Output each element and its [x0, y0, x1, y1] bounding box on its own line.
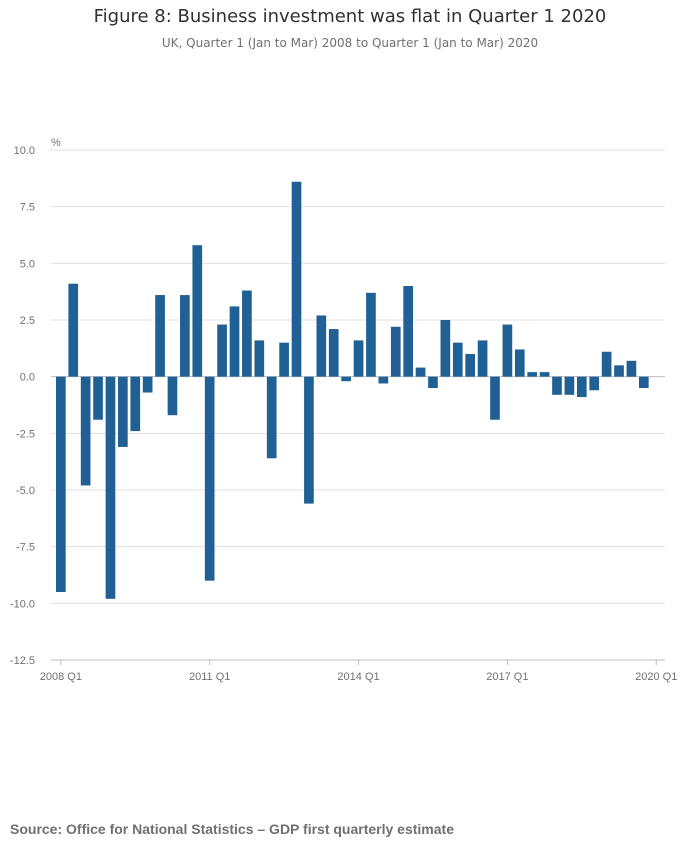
x-tick-label: 2008 Q1	[40, 671, 82, 683]
bars	[56, 181, 649, 599]
bar	[539, 372, 550, 377]
bar	[130, 376, 141, 432]
bar	[626, 360, 637, 377]
bar	[601, 351, 612, 377]
bar	[477, 340, 488, 377]
bar	[291, 181, 302, 377]
bar	[217, 324, 227, 377]
x-tick-label: 2020 Q1	[635, 671, 677, 683]
bar	[589, 376, 600, 391]
y-tick-label: 7.5	[20, 202, 35, 214]
y-axis-label: %	[51, 137, 61, 149]
y-tick-label: 0.0	[20, 372, 35, 384]
bar-chart: 10.0 7.5 5.0 2.5 0.0 -2.5 -5.0 -7.5 -10.0 -12.5 20…	[10, 137, 677, 683]
y-tick-label: 10.0	[14, 145, 35, 157]
bar	[440, 320, 451, 377]
source-note: Source: Office for National Statistics –…	[10, 821, 454, 837]
bar	[204, 376, 215, 581]
bar	[80, 376, 91, 486]
bar	[93, 376, 103, 420]
bar	[614, 365, 624, 377]
gridlines	[51, 149, 665, 661]
bar	[415, 367, 426, 377]
bar	[242, 290, 252, 377]
bar	[254, 340, 265, 377]
x-tick-label: 2014 Q1	[337, 671, 379, 683]
y-tick-label: -5.0	[16, 485, 35, 497]
bar	[452, 342, 463, 377]
bar	[155, 295, 165, 377]
bar	[576, 376, 587, 398]
bar	[638, 376, 649, 388]
bar	[167, 376, 178, 416]
bar	[428, 376, 438, 388]
bar	[279, 342, 289, 377]
bar	[180, 295, 190, 377]
bar	[341, 376, 351, 382]
bar	[465, 354, 476, 377]
bar	[229, 306, 240, 377]
y-tick-label: 2.5	[20, 315, 35, 327]
bar	[527, 372, 538, 377]
bar	[403, 286, 413, 377]
bar	[316, 315, 327, 377]
bar	[105, 376, 116, 599]
y-tick-label: -2.5	[16, 428, 35, 440]
axes: 10.0 7.5 5.0 2.5 0.0 -2.5 -5.0 -7.5 -10.0 -12.5 20…	[10, 145, 677, 683]
bar	[552, 376, 562, 395]
bar	[378, 376, 389, 384]
bar	[68, 283, 79, 377]
bar	[490, 376, 500, 420]
x-tick-label: 2011 Q1	[189, 671, 230, 683]
bar	[118, 376, 128, 447]
bar	[366, 292, 376, 377]
bar	[502, 324, 513, 377]
bar	[390, 326, 401, 377]
y-tick-label: -7.5	[16, 542, 35, 554]
y-tick-label: 5.0	[20, 258, 35, 270]
bar	[304, 376, 314, 504]
bar	[192, 245, 203, 377]
bar	[266, 376, 277, 459]
bar	[514, 349, 525, 377]
chart-title: Figure 8: Business investment was flat i…	[93, 6, 607, 27]
bar	[56, 376, 66, 592]
y-tick-label: -10.0	[10, 598, 35, 610]
bar	[353, 340, 364, 377]
bar	[328, 329, 339, 377]
bar	[142, 376, 153, 393]
x-tick-label: 2017 Q1	[486, 671, 528, 683]
y-tick-label: -12.5	[10, 655, 35, 667]
bar	[564, 376, 575, 395]
chart-subtitle: UK, Quarter 1 (Jan to Mar) 2008 to Quart…	[161, 36, 539, 50]
